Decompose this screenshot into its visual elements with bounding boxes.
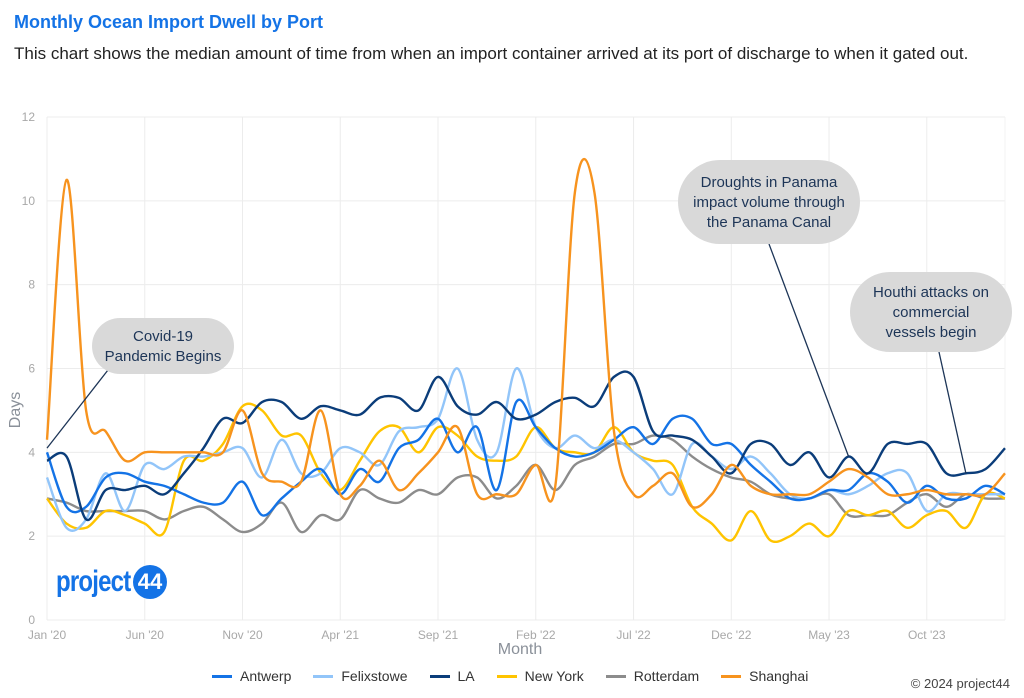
- legend-item-new-york[interactable]: New York: [496, 668, 584, 684]
- x-tick-label: Jun '20: [126, 628, 165, 642]
- x-tick-label: Sep '21: [418, 628, 459, 642]
- x-tick-label: Jan '20: [28, 628, 67, 642]
- project44-logo: project 44: [56, 565, 168, 599]
- series-line-antwerp: [45, 398, 1006, 517]
- legend-swatch: [721, 674, 742, 678]
- y-tick-label: 10: [22, 194, 36, 208]
- annotation-3: Houthi attacks on commercial vessels begin: [850, 272, 1012, 474]
- annotation-bubble: [92, 318, 234, 374]
- y-tick-label: 12: [22, 110, 36, 124]
- annotation-bubble: [850, 272, 1012, 352]
- y-tick-label: 6: [28, 362, 35, 376]
- chart-subtitle: This chart shows the median amount of ti…: [14, 44, 969, 63]
- x-tick-label: Oct '23: [908, 628, 946, 642]
- x-tick-label: Dec '22: [711, 628, 752, 642]
- legend-swatch: [212, 674, 232, 678]
- logo-text: project: [56, 565, 131, 598]
- legend-item-rotterdam[interactable]: Rotterdam: [605, 668, 700, 684]
- y-tick-label: 4: [28, 445, 35, 459]
- y-tick-label: 0: [28, 613, 35, 627]
- annotation-text: Houthi attacks on: [873, 284, 989, 301]
- y-axis-ticks: 0 2 4 6 8 10 12: [22, 110, 36, 627]
- annotations: Covid-19 Pandemic Begins Droughts in Panam…: [46, 160, 1012, 474]
- logo-badge: 44: [133, 565, 168, 599]
- copyright: © 2024 project44: [910, 676, 1010, 691]
- legend-swatch: [605, 674, 626, 678]
- legend-item-shanghai[interactable]: Shanghai: [721, 668, 808, 684]
- annotation-text: vessels begin: [886, 324, 977, 341]
- legend-label: Antwerp: [240, 668, 292, 684]
- legend-item-felixstowe[interactable]: Felixstowe: [313, 668, 408, 684]
- x-tick-label: Apr '21: [321, 628, 359, 642]
- series-lines: [45, 157, 1006, 544]
- annotation-text: Pandemic Begins: [105, 348, 222, 365]
- legend-label: LA: [457, 668, 475, 684]
- series-line-la: [46, 370, 1006, 522]
- series-line-rotterdam: [46, 434, 1006, 534]
- annotation-text: Droughts in Panama: [701, 174, 838, 191]
- x-tick-label: May '23: [808, 628, 850, 642]
- x-axis-title: Month: [498, 641, 542, 658]
- annotation-text: commercial: [893, 304, 970, 321]
- legend-item-la[interactable]: LA: [429, 668, 475, 684]
- series-line-new-york: [46, 402, 1006, 544]
- chart-title: Monthly Ocean Import Dwell by Port: [14, 12, 324, 32]
- legend: Antwerp Felixstowe LA New York Rotterdam Shan…: [212, 668, 808, 684]
- x-axis-ticks: Jan '20 Jun '20 Nov '20 Apr '21 Sep '21 Feb '…: [28, 628, 946, 642]
- legend-label: Shanghai: [749, 668, 809, 684]
- legend-item-antwerp[interactable]: Antwerp: [212, 668, 291, 684]
- legend-swatch: [313, 674, 334, 678]
- legend-label: New York: [524, 668, 584, 684]
- x-tick-label: Jul '22: [616, 628, 651, 642]
- annotation-text: the Panama Canal: [707, 214, 831, 231]
- legend-swatch: [496, 674, 517, 678]
- x-tick-label: Nov '20: [222, 628, 263, 642]
- y-tick-label: 2: [28, 529, 35, 543]
- series-line-felixstowe: [45, 367, 1005, 532]
- annotation-1: Covid-19 Pandemic Begins: [46, 318, 234, 449]
- annotation-text: Covid-19: [133, 328, 193, 345]
- legend-swatch: [429, 674, 450, 678]
- x-tick-label: Feb '22: [516, 628, 556, 642]
- annotation-2: Droughts in Panama impact volume through t…: [678, 160, 860, 457]
- y-axis-title: Days: [7, 392, 24, 428]
- annotation-connector: [46, 369, 109, 449]
- annotation-connector: [768, 243, 850, 457]
- annotation-connector: [938, 351, 967, 474]
- annotation-bubble: [678, 160, 860, 244]
- y-tick-label: 8: [28, 278, 35, 292]
- series-line-shanghai: [45, 157, 1006, 509]
- annotation-text: impact volume through: [693, 194, 845, 211]
- legend-label: Rotterdam: [633, 668, 700, 684]
- legend-label: Felixstowe: [341, 668, 408, 684]
